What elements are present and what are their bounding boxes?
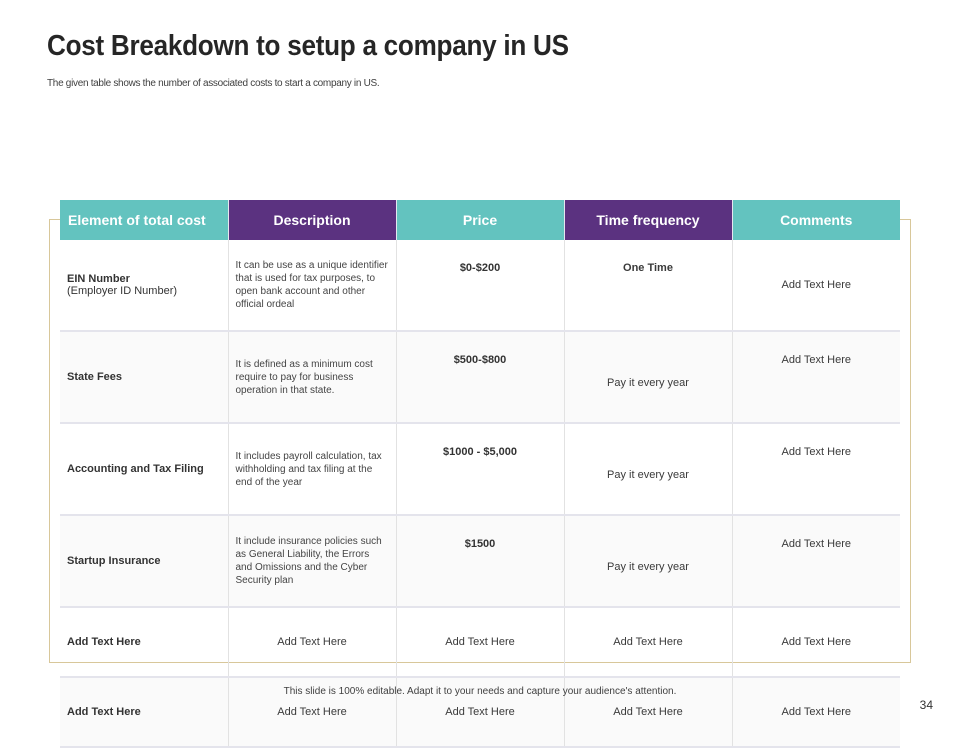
cell-description: It includes payroll calculation, tax wit…: [228, 423, 397, 516]
cell-comments: Add Text Here: [732, 515, 900, 608]
header-comments: Comments: [732, 200, 900, 240]
table-header-row: Element of total cost Description Price …: [60, 200, 900, 240]
element-name: EIN Number: [67, 273, 130, 285]
slide-footer-note: This slide is 100% editable. Adapt it to…: [283, 686, 677, 697]
cell-frequency: One Time: [564, 240, 733, 332]
cell-comments: Add Text Here: [732, 240, 900, 332]
cell-price: Add Text Here: [396, 607, 565, 678]
table-row: Startup Insurance It include insurance p…: [60, 515, 900, 608]
cost-breakdown-table: Element of total cost Description Price …: [60, 200, 900, 748]
cell-description: It is defined as a minimum cost require …: [228, 331, 397, 424]
cell-element: Startup Insurance: [60, 515, 229, 608]
cell-price: $1000 - $5,000: [396, 423, 565, 516]
cell-element: State Fees: [60, 331, 229, 424]
cell-description: It can be use as a unique identifier tha…: [228, 240, 397, 332]
table-row: Add Text Here Add Text Here Add Text Her…: [60, 607, 900, 678]
table-row: State Fees It is defined as a minimum co…: [60, 331, 900, 424]
cell-frequency: Pay it every year: [564, 423, 733, 516]
cell-frequency: Add Text Here: [564, 607, 733, 678]
slide-title: Cost Breakdown to setup a company in US: [47, 30, 569, 62]
slide-subtitle: The given table shows the number of asso…: [47, 78, 380, 89]
cell-price: $500-$800: [396, 331, 565, 424]
element-subname: (Employer ID Number): [67, 285, 178, 297]
cell-comments: Add Text Here: [732, 331, 900, 424]
cell-element: Add Text Here: [60, 607, 229, 678]
cell-comments: Add Text Here: [732, 423, 900, 516]
page-number: 34: [919, 698, 933, 712]
cell-price: $0-$200: [396, 240, 565, 332]
table-row: Accounting and Tax Filing It includes pa…: [60, 423, 900, 516]
header-time-frequency: Time frequency: [564, 200, 733, 240]
cell-price: $1500: [396, 515, 565, 608]
cell-description: Add Text Here: [228, 607, 397, 678]
table-row: EIN Number (Employer ID Number) It can b…: [60, 240, 900, 332]
header-price: Price: [396, 200, 565, 240]
cell-comments: Add Text Here: [732, 607, 900, 678]
cell-element: EIN Number (Employer ID Number): [60, 240, 229, 332]
header-description: Description: [228, 200, 397, 240]
cell-frequency: Pay it every year: [564, 515, 733, 608]
header-element-of-total-cost: Element of total cost: [60, 200, 229, 240]
cell-frequency: Pay it every year: [564, 331, 733, 424]
cell-element: Accounting and Tax Filing: [60, 423, 229, 516]
cell-description: It include insurance policies such as Ge…: [228, 515, 397, 608]
